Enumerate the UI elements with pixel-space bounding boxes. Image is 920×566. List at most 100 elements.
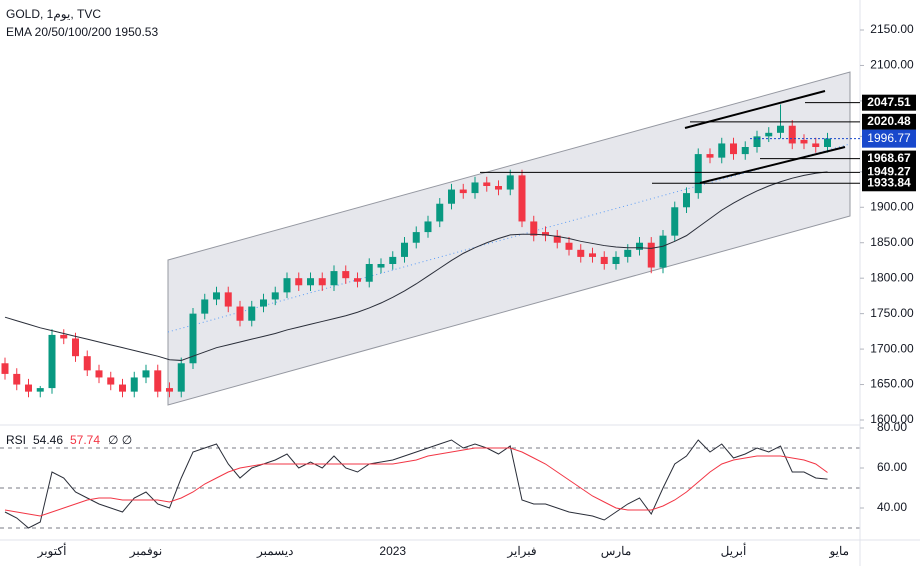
candle-body	[683, 193, 690, 208]
candle-body	[354, 278, 361, 282]
candle-body	[471, 182, 479, 194]
candle-body	[1, 363, 9, 374]
level-label: 2020.48	[867, 114, 911, 128]
candle-body	[154, 370, 162, 392]
candle-body	[694, 154, 702, 194]
plot	[0, 104, 860, 529]
candle-body	[177, 363, 185, 392]
candle-body	[377, 264, 385, 268]
candle-body	[166, 388, 173, 392]
candle-body	[201, 299, 209, 314]
indicator-label: EMA 20/50/100/200 1950.53	[6, 25, 158, 39]
candle-body	[236, 306, 244, 321]
y-tick-label: 40.00	[877, 500, 907, 514]
candle-body	[542, 232, 549, 236]
candle-body	[436, 203, 444, 222]
candle-body	[800, 139, 808, 144]
y-tick-label: 2150.00	[870, 22, 914, 36]
candle-body	[365, 264, 373, 282]
candle-body	[624, 249, 632, 257]
candle-body	[295, 278, 303, 286]
line	[4, 439, 828, 529]
y-tick-label: 1600.00	[870, 412, 914, 426]
candle-body	[530, 221, 538, 236]
candle-body	[459, 189, 467, 194]
candle-body	[753, 136, 761, 147]
rsi-ma-value: 57.74	[70, 433, 100, 447]
level-label-bg	[862, 150, 916, 167]
candle-body	[824, 138, 831, 147]
level-label: 2047.51	[867, 95, 911, 109]
candle-body	[483, 182, 491, 186]
candle-body	[671, 207, 679, 236]
candle-body	[706, 154, 714, 158]
candle-body	[730, 143, 737, 155]
candle-body	[612, 256, 620, 264]
candle-body	[248, 306, 256, 321]
candle-body	[283, 278, 291, 293]
y-tick-label: 1750.00	[870, 306, 914, 320]
candle-body	[95, 370, 103, 378]
y-tick-label: 1650.00	[870, 377, 914, 391]
candle-body	[224, 292, 232, 307]
y-tick-label: 2100.00	[870, 58, 914, 72]
y-tick-label: 1900.00	[870, 199, 914, 213]
candle-body	[600, 256, 608, 264]
x-tick-label: نوفمبر	[129, 544, 162, 558]
candle-body	[812, 143, 820, 147]
candle-body	[48, 334, 56, 389]
level-label: 1968.67	[867, 151, 911, 165]
candle-body	[788, 125, 796, 144]
candle-body	[718, 143, 726, 158]
line	[4, 171, 828, 361]
candle-body	[130, 377, 138, 392]
x-tick-label: ديسمبر	[256, 544, 294, 558]
rsi-value: 54.46	[33, 433, 63, 447]
candle-body	[589, 253, 596, 257]
last-price-bg	[862, 129, 916, 148]
x-tick-label: مايو	[828, 544, 849, 558]
y-tick-label: 1800.00	[870, 270, 914, 284]
candle-body	[271, 292, 279, 300]
candle-body	[495, 186, 502, 190]
candle-body	[401, 242, 408, 257]
trend-line	[699, 146, 846, 184]
level-label: 1933.84	[867, 175, 911, 189]
candle-body	[107, 377, 115, 385]
candle-body	[342, 271, 350, 279]
level-label-bg	[862, 113, 916, 130]
line	[4, 447, 828, 517]
chart-title: GOLD, 1يوم, TVC	[6, 7, 101, 21]
candle-body	[142, 370, 150, 378]
channel	[167, 71, 851, 406]
rsi-title: RSI	[6, 433, 26, 447]
candle-body	[741, 147, 749, 155]
x-tick-label: أكتوبر	[37, 543, 67, 558]
candle-body	[636, 242, 643, 250]
y-tick-label: 1700.00	[870, 341, 914, 355]
last-price-label: 1996.77	[867, 131, 911, 145]
candle-body	[553, 235, 561, 243]
candle-body	[389, 256, 397, 264]
candle-body	[318, 278, 326, 286]
y-tick-label: 60.00	[877, 460, 907, 474]
candle-body	[72, 338, 79, 357]
candle-body	[260, 299, 267, 307]
candle-body	[83, 356, 91, 371]
x-tick-label: فبراير	[506, 544, 536, 558]
candle-body	[213, 292, 220, 300]
candle-body	[659, 235, 667, 268]
candle-body	[60, 334, 68, 339]
candle-body	[448, 189, 455, 204]
x-tick-label: أبريل	[721, 543, 747, 558]
candle-body	[577, 249, 585, 257]
y-tick-label: 1850.00	[870, 235, 914, 249]
x-tick-label: مارس	[601, 544, 632, 558]
candle-body	[25, 384, 32, 392]
rsi-extra: ∅ ∅	[108, 433, 132, 447]
candle-body	[119, 384, 126, 392]
level-label-bg	[862, 175, 916, 192]
candle-body	[424, 221, 432, 233]
y-tick-label: 80.00	[877, 420, 907, 434]
